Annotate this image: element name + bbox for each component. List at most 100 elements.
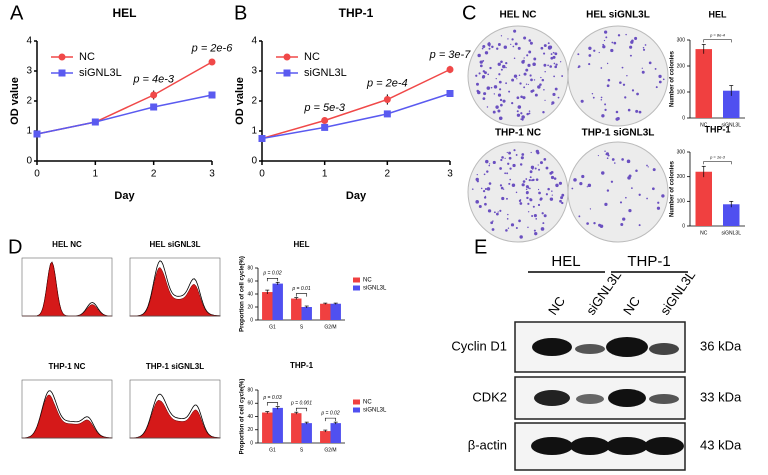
colony — [486, 106, 489, 108]
colony — [547, 46, 552, 50]
y-axis-label: Number of colonies — [670, 50, 676, 107]
lane-label: NC — [620, 294, 643, 318]
colony — [508, 151, 511, 155]
y-tick-label: 60 — [247, 401, 253, 407]
protein-label: CDK2 — [472, 389, 507, 404]
annotation: p = 0.02 — [262, 271, 281, 277]
panel-label: D — [8, 236, 22, 258]
annotation: p = 4e-3 — [132, 73, 175, 85]
y-tick-label: 80 — [247, 265, 253, 271]
colony — [493, 93, 496, 95]
colony — [512, 163, 516, 168]
y-tick-label: 300 — [677, 37, 686, 43]
colony — [606, 84, 610, 88]
colony — [484, 202, 487, 206]
annotation: p = 8e-4 — [709, 32, 726, 37]
colony — [506, 151, 508, 154]
bar — [330, 423, 341, 443]
colony — [634, 36, 638, 40]
colony — [578, 215, 581, 218]
colony — [535, 218, 538, 220]
colony — [606, 157, 609, 160]
colony — [519, 235, 523, 239]
colony — [543, 214, 547, 218]
y-tick-label: 100 — [677, 89, 686, 95]
colony — [525, 68, 529, 72]
y-tick-label: 40 — [247, 414, 253, 420]
legend-swatch — [353, 277, 360, 283]
colony — [561, 193, 565, 197]
colony — [499, 167, 502, 170]
panel-label: B — [234, 2, 247, 24]
colony — [558, 181, 563, 185]
bar — [301, 423, 312, 443]
colony — [496, 47, 499, 50]
colony — [607, 78, 611, 82]
colony — [521, 183, 525, 187]
y-tick-label: 60 — [247, 278, 253, 284]
bar — [320, 303, 331, 320]
colony — [533, 57, 537, 61]
plate-label: HEL NC — [499, 10, 536, 21]
colony — [620, 222, 624, 226]
colony — [507, 227, 510, 229]
colony — [505, 66, 507, 69]
colony — [500, 60, 503, 64]
colony — [559, 199, 562, 203]
legend-swatch — [353, 399, 360, 405]
x-tick-label: S — [300, 447, 304, 453]
bracket — [703, 161, 732, 165]
colony — [533, 79, 536, 81]
colony — [510, 43, 512, 45]
flow-label: HEL siGNL3L — [150, 240, 201, 249]
series-line — [261, 68, 451, 140]
y-tick-label: 2 — [251, 96, 257, 107]
colony — [477, 53, 481, 58]
colony — [552, 55, 556, 59]
colony — [605, 152, 609, 156]
annotation: p = 3e-7 — [429, 49, 472, 61]
colony — [497, 93, 502, 97]
colony — [543, 158, 547, 161]
y-tick-label: 20 — [247, 304, 253, 310]
colony — [588, 54, 592, 57]
colony — [579, 182, 583, 186]
colony — [528, 178, 531, 182]
colony — [502, 99, 506, 103]
colony — [602, 43, 605, 46]
panel-label: C — [462, 2, 476, 24]
colony — [622, 83, 626, 86]
colony — [626, 74, 628, 77]
colony — [652, 168, 656, 172]
colony — [531, 168, 534, 170]
colony — [611, 41, 614, 44]
colony — [615, 110, 619, 114]
colony — [560, 196, 564, 200]
colony — [605, 36, 608, 39]
colony — [523, 72, 527, 76]
colony — [652, 187, 655, 191]
colony — [497, 62, 501, 66]
flow-envelope — [129, 393, 221, 439]
annotation: p = 0.01 — [291, 286, 310, 292]
bar — [262, 412, 273, 443]
legend-label: siGNL3L — [363, 408, 387, 414]
colony — [586, 186, 588, 188]
y-tick-label: 200 — [677, 174, 686, 180]
colony — [525, 188, 528, 191]
colony — [516, 78, 518, 80]
colony — [498, 116, 503, 121]
colony — [528, 50, 532, 54]
x-tick-label: NC — [700, 122, 708, 128]
x-tick-label: G2/M — [324, 447, 336, 453]
colony — [624, 96, 627, 99]
annotation: p = 5e-3 — [303, 102, 346, 114]
colony — [551, 194, 553, 196]
legend-label: NC — [363, 400, 372, 406]
legend-swatch — [353, 407, 360, 413]
marker — [446, 66, 454, 73]
colony — [542, 110, 545, 114]
colony — [500, 158, 503, 162]
colony — [554, 52, 558, 56]
colony — [528, 39, 532, 42]
